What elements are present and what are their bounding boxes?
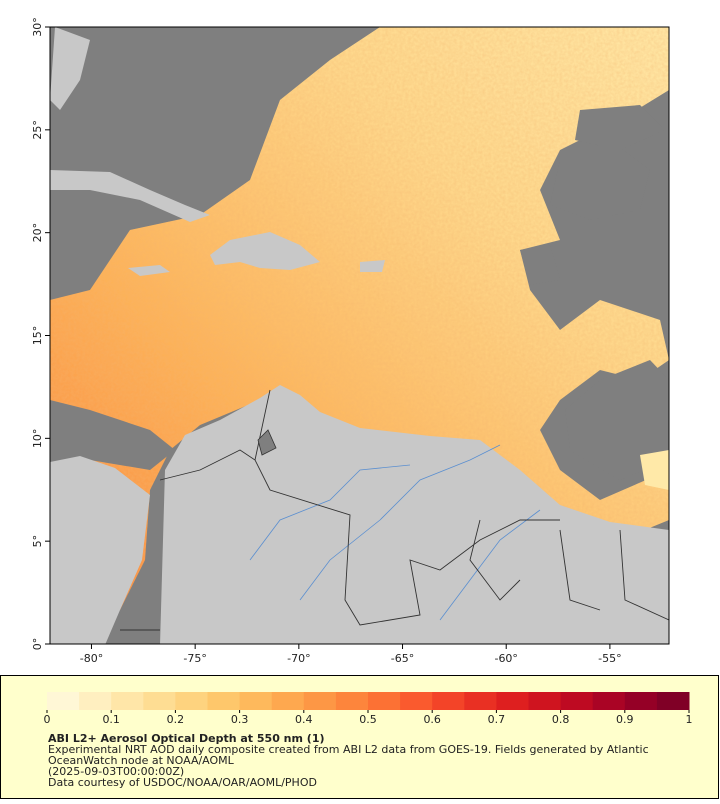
colorbar-tick-label: 1 — [686, 713, 693, 726]
colorbar-segment — [111, 692, 144, 710]
colorbar-segment — [175, 692, 208, 710]
colorbar-segment — [656, 692, 690, 710]
colorbar-segment — [207, 692, 241, 710]
x-tick-label: -80° — [80, 652, 103, 665]
colorbar: 0 0.1 0.2 0.3 0.4 0.5 0.6 0.7 0.8 0.9 1 — [44, 692, 693, 726]
colorbar-tick-label: 0.4 — [295, 713, 313, 726]
colorbar-segment — [79, 692, 112, 710]
caption-line: Experimental NRT AOD daily composite cre… — [48, 743, 649, 756]
borders — [120, 389, 669, 631]
x-tick-label: -60° — [494, 652, 517, 665]
map — [50, 27, 669, 644]
aod-field — [50, 27, 669, 640]
caption-line: Data courtesy of USDOC/NOAA/OAR/AOML/PHO… — [48, 776, 317, 789]
y-tick-label: 30° — [31, 17, 44, 37]
colorbar-tick-label: 0.5 — [359, 713, 377, 726]
colorbar-segment — [335, 692, 369, 710]
y-tick-label: 0° — [31, 638, 44, 651]
colorbar-tick-label: 0.1 — [102, 713, 120, 726]
x-tick-label: -70° — [287, 652, 310, 665]
x-tick-label: -55° — [598, 652, 621, 665]
y-tick-label: 5° — [31, 535, 44, 548]
colorbar-tick-label: 0.9 — [616, 713, 634, 726]
y-tick-label: 20° — [31, 223, 44, 243]
colorbar-segment — [560, 692, 594, 710]
colorbar-tick-label: 0.2 — [167, 713, 185, 726]
y-tick-label: 15° — [31, 326, 44, 346]
colorbar-segment — [239, 692, 273, 710]
axes: -80° -75° -70° -65° -60° -55° 0° 5° 10° 15° 20° 25°… — [31, 17, 622, 665]
no-data — [50, 105, 669, 480]
aod-field — [640, 450, 669, 490]
colorbar-tick-label: 0.8 — [552, 713, 570, 726]
caption-line: (2025-09-03T00:00:00Z) — [48, 765, 184, 778]
land — [50, 27, 669, 644]
colorbar-tick-label: 0 — [44, 713, 51, 726]
colorbar-segment — [368, 692, 401, 710]
rivers — [249, 444, 541, 621]
x-tick-label: -75° — [183, 652, 206, 665]
colorbar-tick-label: 0.6 — [423, 713, 441, 726]
caption-title: ABI L2+ Aerosol Optical Depth at 550 nm … — [48, 732, 325, 745]
colorbar-segment — [400, 692, 433, 710]
colorbar-segment — [624, 692, 658, 710]
y-tick-label: 25° — [31, 120, 44, 140]
colorbar-segment — [303, 692, 337, 710]
colorbar-segment — [464, 692, 497, 710]
x-tick-label: -65° — [391, 652, 414, 665]
colorbar-tick-label: 0.7 — [488, 713, 506, 726]
colorbar-segment — [432, 692, 465, 710]
lake — [257, 429, 277, 456]
colorbar-tick-label: 0.3 — [231, 713, 249, 726]
colorbar-segment — [47, 692, 80, 710]
colorbar-segment — [496, 692, 529, 710]
colorbar-segment — [528, 692, 562, 710]
y-tick-label: 10° — [31, 429, 44, 449]
colorbar-segment — [271, 692, 305, 710]
caption-line: OceanWatch node at NOAA/AOML — [48, 754, 235, 767]
colorbar-segment — [143, 692, 176, 710]
colorbar-segment — [592, 692, 626, 710]
